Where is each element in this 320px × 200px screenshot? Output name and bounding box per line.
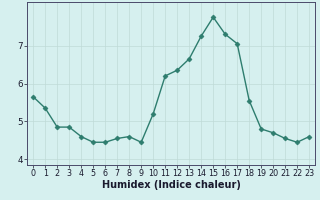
X-axis label: Humidex (Indice chaleur): Humidex (Indice chaleur) <box>102 180 241 190</box>
